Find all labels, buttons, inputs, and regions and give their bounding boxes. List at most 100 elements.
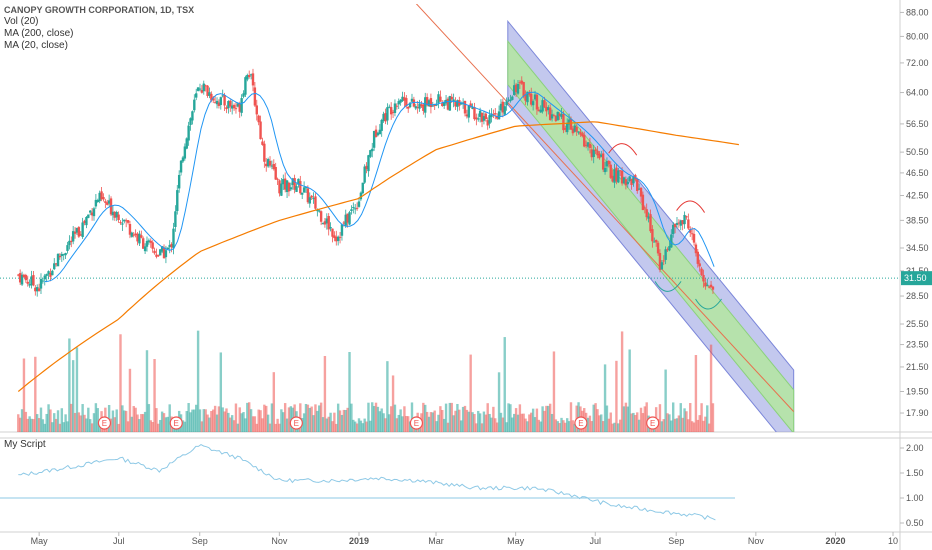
candle-body [371,148,374,152]
volume-bar [550,413,554,432]
candle-body [83,220,86,224]
y-tick-label: 25.50 [906,319,929,329]
candle-body [569,119,573,130]
volume-bar [225,408,228,432]
volume-bar [503,337,506,432]
candle-body [17,274,20,276]
candle-body [147,240,151,243]
y-tick-label: 46.50 [906,168,929,178]
candle-body [706,284,709,286]
volume-bar [444,403,448,432]
volume-bar [569,402,573,432]
volume-bar [198,409,202,432]
volume-bar [155,408,158,432]
volume-bar [673,418,677,432]
volume-bar [24,411,28,432]
volume-bar [68,338,71,432]
sub-pane-title[interactable]: My Script [4,439,46,450]
y-tick-label: 56.50 [906,119,929,129]
candle-body [575,126,578,132]
candle-body [312,198,315,200]
indicator-ma200[interactable]: MA (200, close) [4,28,74,39]
candle-body [47,271,50,275]
volume-bar [329,412,332,432]
volume-bar [694,355,698,432]
volume-bar [36,414,39,432]
candle-body [649,214,652,232]
volume-bar [672,402,675,432]
volume-bar [463,405,467,432]
volume-bar [66,421,69,432]
candle-body [43,275,46,280]
volume-bar [425,411,429,432]
candle-body [675,223,679,225]
volume-bar [388,414,391,432]
volume-bar [363,418,366,432]
volume-bar [164,417,168,432]
candle-body [183,146,187,159]
volume-bar [590,421,594,432]
candle-body [418,103,421,109]
volume-bar [518,404,522,432]
candle-body [89,210,92,213]
candle-body [149,240,152,243]
candle-body [333,235,336,239]
volume-bar [391,375,395,432]
volume-bar [601,421,605,432]
candle-body [407,106,410,109]
volume-bar [628,349,631,432]
candle-body [513,85,516,95]
candle-body [306,188,310,203]
volume-bar [28,416,31,432]
candle-body [514,84,518,93]
candle-body [261,141,264,145]
volume-bar [541,406,544,432]
candle-body [480,112,484,122]
candle-body [244,77,247,95]
candle-body [240,98,243,113]
volume-bar [314,404,317,432]
volume-bar [495,422,499,432]
candle-body [556,111,559,121]
volume-bar [73,412,77,432]
volume-bar [206,414,209,432]
volume-bar [47,404,50,432]
volume-bar [168,404,171,432]
volume-bar [709,344,713,432]
volume-bar [543,410,546,432]
candle-body [213,102,217,104]
volume-bar [75,347,79,432]
candle-body [401,96,404,102]
candle-body [223,94,226,106]
earnings-marker [97,416,112,430]
indicator-vol[interactable]: Vol (20) [4,16,39,27]
volume-bar [598,415,601,432]
volume-bar [689,403,692,432]
candle-body [255,105,258,115]
volume-bar [422,402,425,432]
volume-bar [545,405,548,432]
candle-body [539,109,542,113]
indicator-ma20[interactable]: MA (20, close) [4,40,68,51]
candle-body [37,288,41,291]
volume-bar [632,412,635,432]
volume-bar [566,418,569,432]
volume-bar [431,412,435,432]
volume-bar [513,413,516,432]
candle-body [64,252,67,256]
volume-bar [54,418,58,432]
candle-body [291,178,294,185]
candle-body [554,115,558,122]
volume-bar [622,406,626,432]
candle-body [592,149,595,157]
earnings-marker [409,416,424,430]
volume-bar [707,423,711,432]
candle-body [295,186,298,192]
candle-body [452,99,455,102]
volume-bar [371,402,374,432]
volume-bar [132,406,135,432]
candle-body [482,116,486,121]
candle-body [467,105,470,118]
volume-bar [17,414,20,432]
candle-body [386,107,389,121]
